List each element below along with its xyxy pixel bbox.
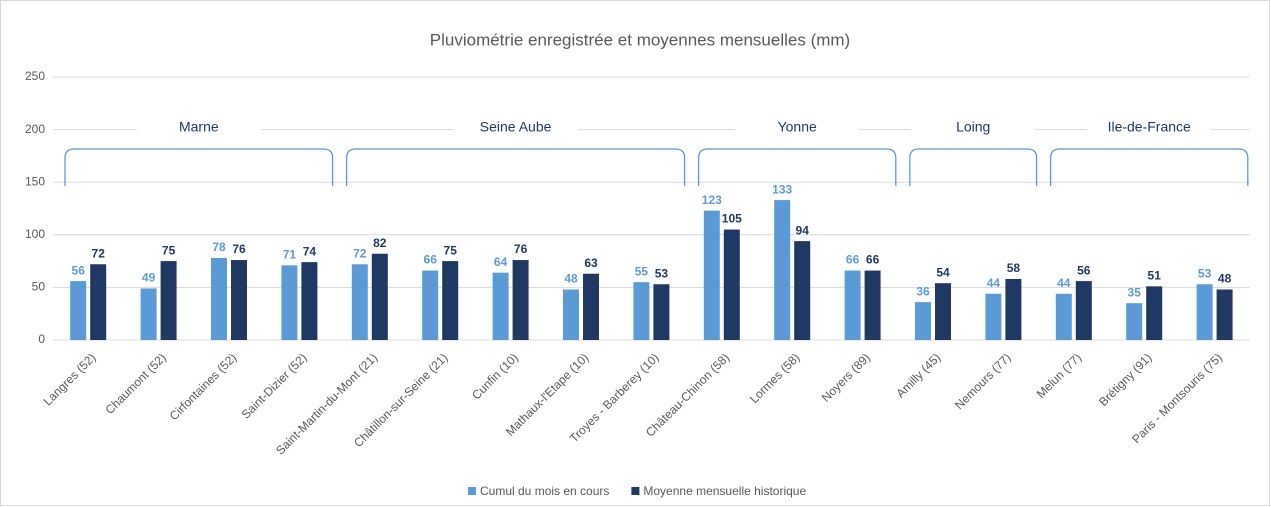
bar [563, 289, 579, 340]
group-bracket [345, 148, 686, 186]
data-label: 75 [444, 243, 458, 257]
data-label: 56 [72, 263, 86, 277]
data-label: 66 [846, 253, 860, 267]
y-tick-label: 0 [38, 332, 45, 346]
group-label: Seine Aube [480, 119, 552, 135]
y-tick-label: 200 [25, 122, 45, 136]
bar [915, 302, 931, 340]
legend-label: Moyenne mensuelle historique [643, 484, 806, 498]
bar [935, 283, 951, 340]
bar [231, 260, 247, 340]
data-label: 76 [514, 242, 528, 256]
y-tick-label: 250 [25, 69, 45, 83]
bar [985, 293, 1002, 340]
legend: Cumul du mois en cours Moyenne mensuelle … [468, 484, 806, 498]
data-label: 71 [283, 247, 297, 261]
group-label-bg [136, 120, 261, 140]
data-label: 44 [1057, 276, 1071, 290]
data-label: 48 [564, 272, 578, 286]
bar [492, 272, 509, 340]
chart-title: Pluviométrie enregistrée et moyennes men… [430, 30, 850, 49]
bar [512, 260, 529, 340]
group-bracket [64, 148, 334, 186]
bar [794, 241, 811, 340]
data-label: 123 [702, 193, 722, 207]
data-label: 76 [232, 242, 246, 256]
bar [351, 264, 368, 340]
group-bracket [697, 148, 897, 186]
data-label: 78 [212, 240, 226, 254]
bar [864, 270, 881, 340]
group-label: Loing [956, 119, 990, 135]
bar [371, 253, 388, 340]
data-label: 54 [936, 265, 950, 279]
bar [653, 284, 670, 340]
data-label: 35 [1128, 285, 1142, 299]
data-label: 44 [987, 276, 1001, 290]
legend-label: Cumul du mois en cours [480, 484, 609, 498]
data-label: 36 [916, 284, 930, 298]
data-label: 105 [722, 212, 742, 226]
data-label: 133 [772, 182, 792, 196]
bar [774, 200, 791, 340]
data-label: 64 [494, 255, 508, 269]
data-label: 51 [1148, 269, 1162, 283]
bar [211, 257, 227, 340]
data-label: 53 [1198, 266, 1212, 280]
legend-swatch [631, 487, 640, 495]
data-label: 66 [866, 253, 880, 267]
bar [703, 210, 720, 340]
legend-swatch [468, 487, 476, 495]
group-label-bg [453, 120, 578, 140]
group-bracket [1049, 148, 1249, 186]
data-label: 56 [1077, 263, 1091, 277]
data-label: 55 [635, 264, 649, 278]
data-label: 48 [1218, 272, 1232, 286]
bar [1146, 286, 1163, 340]
bar [70, 281, 87, 340]
bar [1075, 281, 1092, 340]
data-label: 94 [796, 223, 810, 237]
bar [160, 261, 177, 340]
data-label: 49 [142, 271, 156, 285]
bar [1126, 303, 1143, 340]
group-label: Ile-de-France [1108, 119, 1191, 135]
data-label: 66 [424, 253, 438, 267]
group-bracket [909, 148, 1038, 186]
data-label: 63 [584, 256, 598, 270]
group-label: Marne [179, 119, 219, 135]
y-tick-label: 100 [25, 227, 45, 241]
bar [1055, 293, 1072, 340]
group-label-bg [1087, 120, 1212, 140]
bar [1196, 284, 1213, 340]
bar [90, 264, 107, 340]
y-tick-label: 150 [25, 174, 45, 188]
bar [422, 270, 439, 340]
data-label: 53 [655, 266, 669, 280]
data-label: 72 [92, 246, 106, 260]
bar [583, 273, 599, 340]
y-tick-label: 50 [32, 280, 46, 294]
bar [301, 262, 318, 340]
data-label: 74 [303, 244, 317, 258]
bar [723, 229, 740, 340]
group-label-bg [735, 120, 860, 140]
bar [140, 288, 157, 340]
bar [442, 261, 459, 340]
bar [844, 270, 861, 340]
data-label: 72 [353, 246, 367, 260]
data-label: 75 [162, 243, 176, 257]
data-label: 82 [373, 236, 387, 250]
bar [281, 265, 298, 340]
group-label: Yonne [778, 119, 817, 135]
bar [1005, 278, 1022, 340]
data-label: 58 [1007, 261, 1021, 275]
bar [1216, 289, 1233, 340]
bar [633, 282, 650, 340]
group-label-bg [911, 120, 1036, 140]
